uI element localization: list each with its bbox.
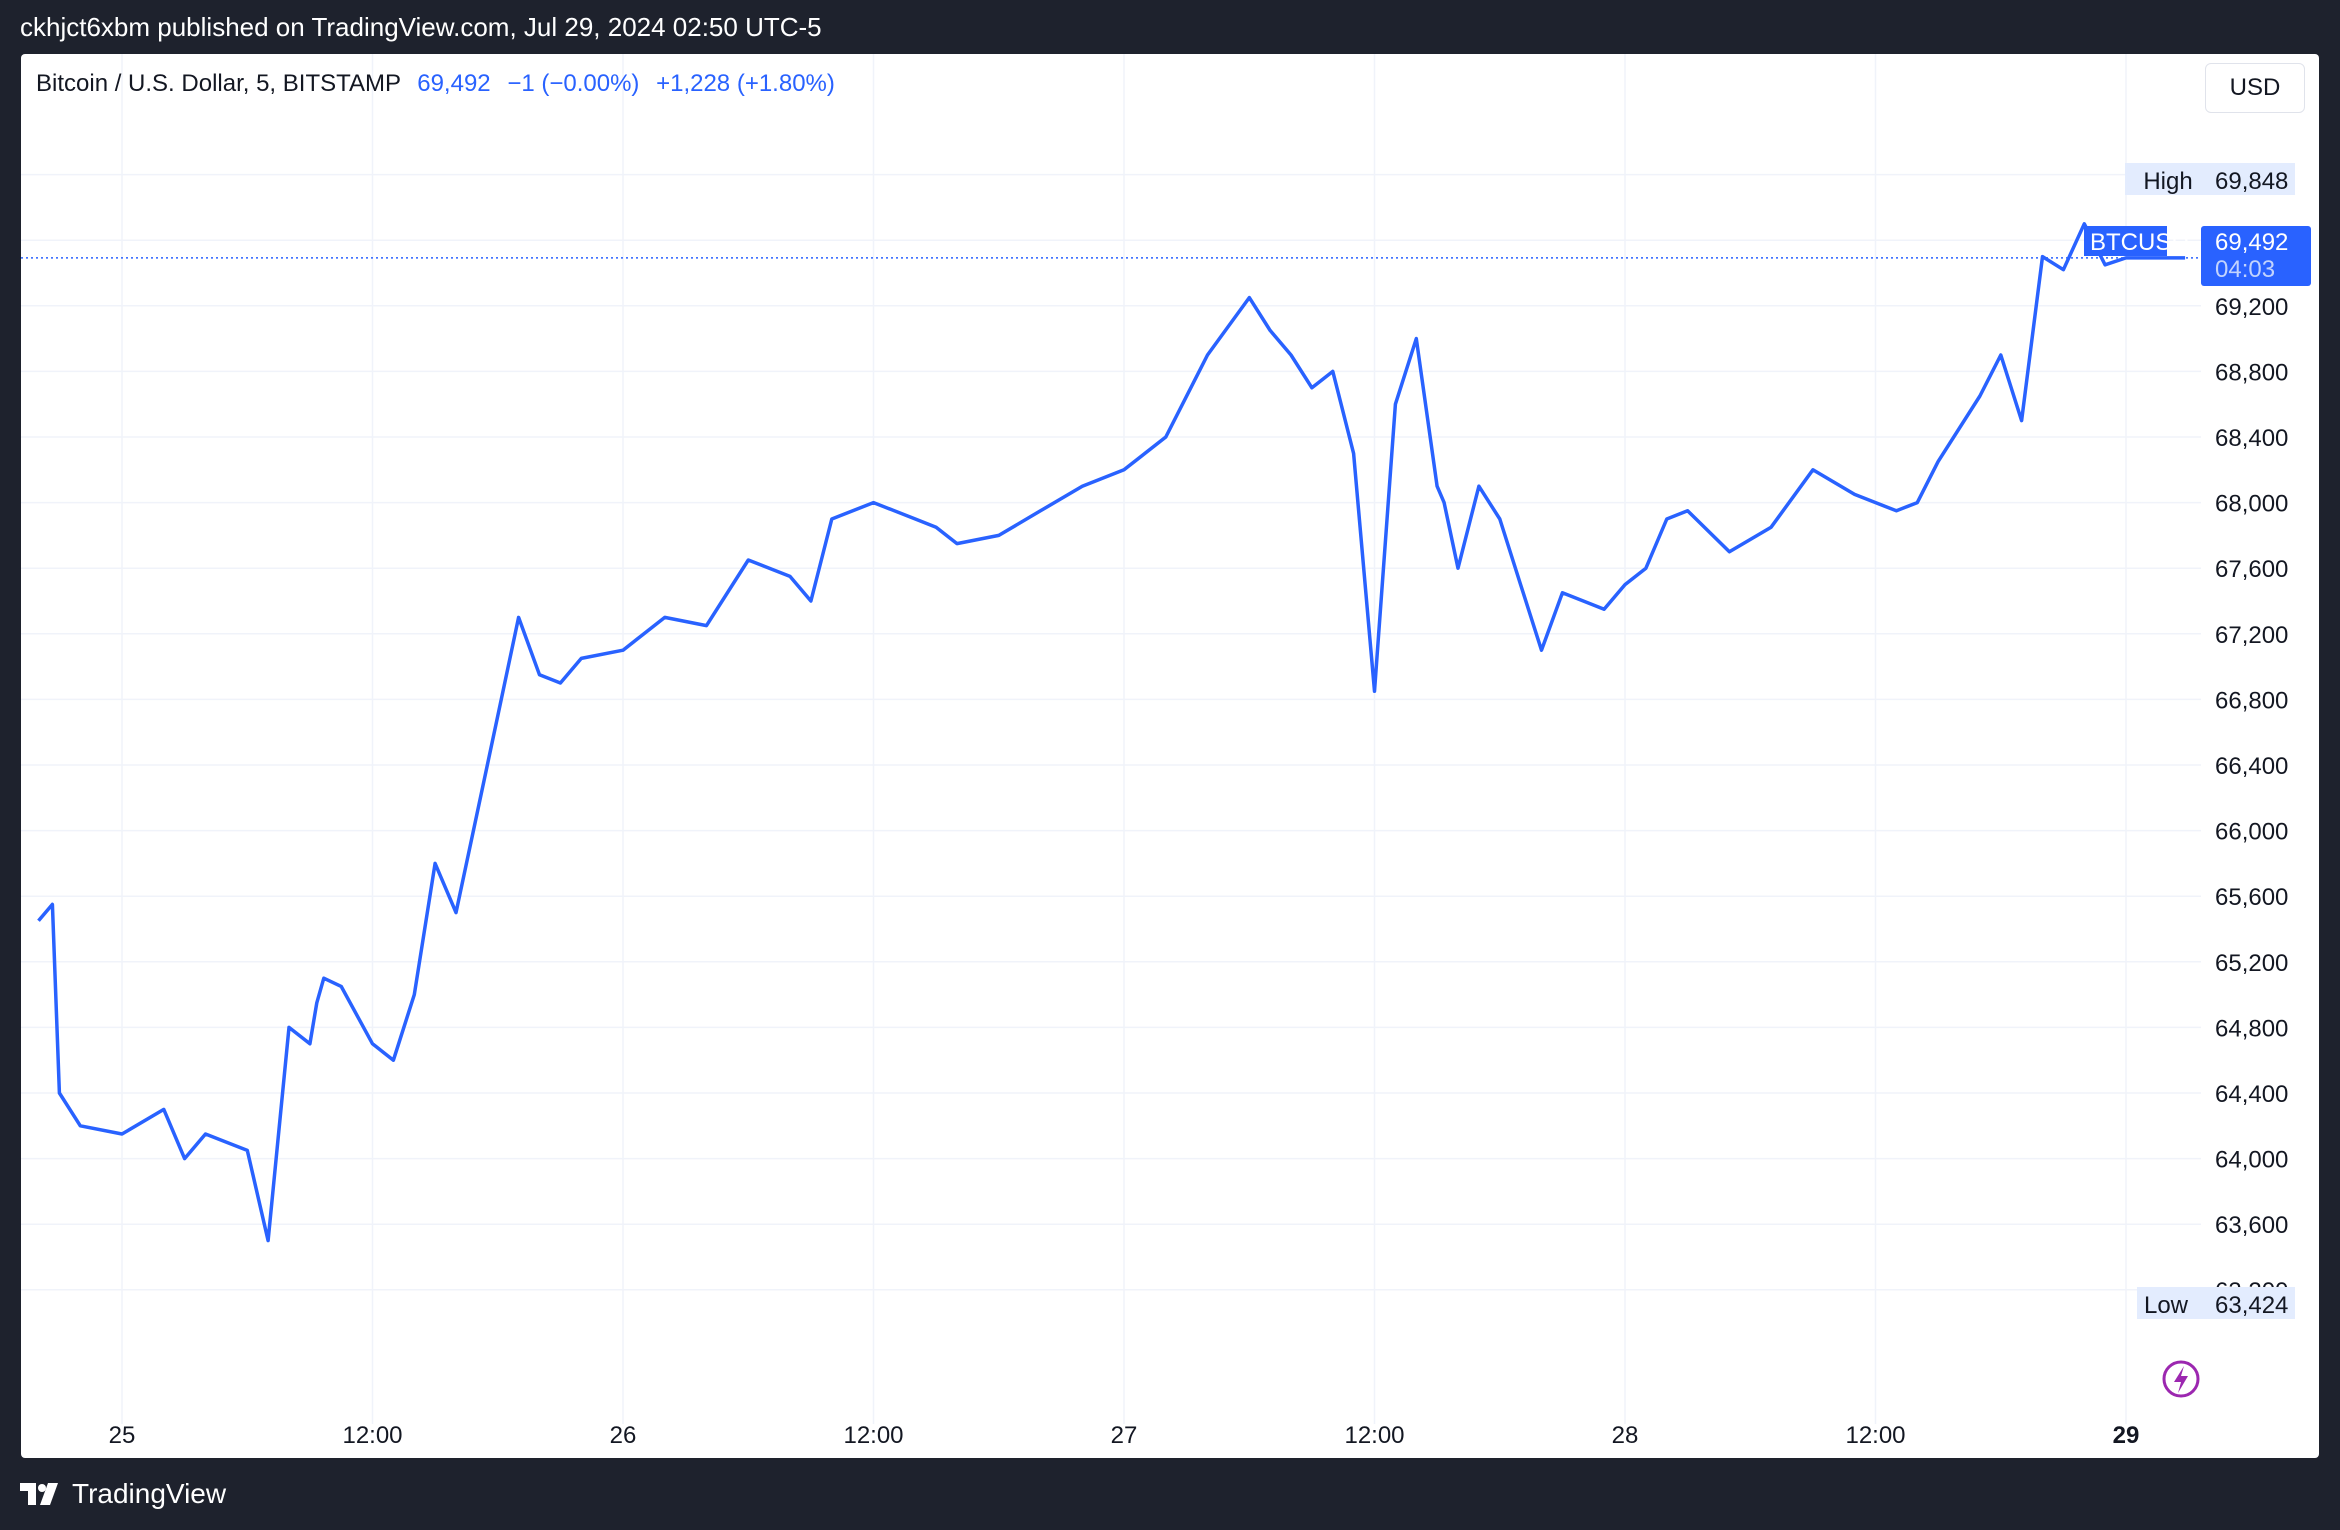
y-tick-label: 68,400: [2215, 425, 2288, 452]
high-label: High: [2143, 168, 2192, 195]
y-tick-label: 63,600: [2215, 1212, 2288, 1239]
publisher-header: ckhjct6xbm published on TradingView.com,…: [20, 12, 822, 42]
x-tick-label: 27: [1111, 1422, 1138, 1449]
x-tick-label: 12:00: [342, 1422, 402, 1449]
price-change: −1 (−0.00%): [507, 70, 640, 97]
brand-name[interactable]: TradingView: [72, 1478, 227, 1509]
last-price: 69,492: [417, 70, 491, 97]
low-value: 63,424: [2215, 1292, 2288, 1319]
last-price-tag: BTCUSD 69,492 04:03: [2084, 226, 2311, 286]
y-tick-label: 66,800: [2215, 687, 2288, 714]
time-axis: 25 12:00 26 12:00 27 12:00 28 12:00 29: [109, 1422, 2140, 1449]
price-axis: 70,00069,60069,20068,80068,40068,00067,6…: [2215, 163, 2288, 1305]
y-tick-label: 64,000: [2215, 1147, 2288, 1174]
y-tick-label: 66,000: [2215, 819, 2288, 846]
last-symbol: BTCUSD: [2090, 229, 2189, 256]
low-label: Low: [2144, 1292, 2189, 1319]
x-tick-label: 29: [2113, 1422, 2140, 1449]
symbol-title: Bitcoin / U.S. Dollar, 5, BITSTAMP: [36, 70, 401, 97]
y-tick-label: 68,800: [2215, 359, 2288, 386]
y-tick-label: 67,600: [2215, 556, 2288, 583]
last-value: 69,492: [2215, 229, 2288, 256]
tradingview-logo-icon: [20, 1483, 58, 1505]
y-tick-label: 67,200: [2215, 622, 2288, 649]
y-tick-label: 64,400: [2215, 1081, 2288, 1108]
horizontal-gridlines: [21, 173, 2201, 1291]
y-tick-label: 65,200: [2215, 950, 2288, 977]
y-tick-label: 64,800: [2215, 1015, 2288, 1042]
currency-button[interactable]: USD: [2205, 63, 2305, 113]
x-tick-label: 26: [610, 1422, 637, 1449]
price-line: [37, 222, 2186, 1243]
y-tick-label: 65,600: [2215, 884, 2288, 911]
y-tick-label: 66,400: [2215, 753, 2288, 780]
chart-panel[interactable]: 70,00069,60069,20068,80068,40068,00067,6…: [21, 54, 2319, 1458]
high-marker: High 69,848: [2125, 163, 2295, 195]
footer-bar: TradingView: [0, 1458, 2340, 1530]
x-tick-label: 12:00: [843, 1422, 903, 1449]
countdown: 04:03: [2215, 256, 2275, 283]
lightning-icon[interactable]: [2162, 1360, 2200, 1398]
y-tick-label: 68,000: [2215, 491, 2288, 518]
price-chart[interactable]: 70,00069,60069,20068,80068,40068,00067,6…: [21, 54, 2319, 1458]
x-tick-label: 28: [1612, 1422, 1639, 1449]
x-tick-label: 12:00: [1344, 1422, 1404, 1449]
low-marker: Low 63,424: [2137, 1287, 2295, 1319]
y-tick-label: 69,200: [2215, 294, 2288, 321]
x-tick-label: 25: [109, 1422, 136, 1449]
x-tick-label: 12:00: [1845, 1422, 1905, 1449]
high-value: 69,848: [2215, 168, 2288, 195]
period-change: +1,228 (+1.80%): [656, 70, 835, 97]
chart-legend: Bitcoin / U.S. Dollar, 5, BITSTAMP 69,49…: [36, 70, 845, 98]
vertical-gridlines: [121, 54, 2127, 1424]
